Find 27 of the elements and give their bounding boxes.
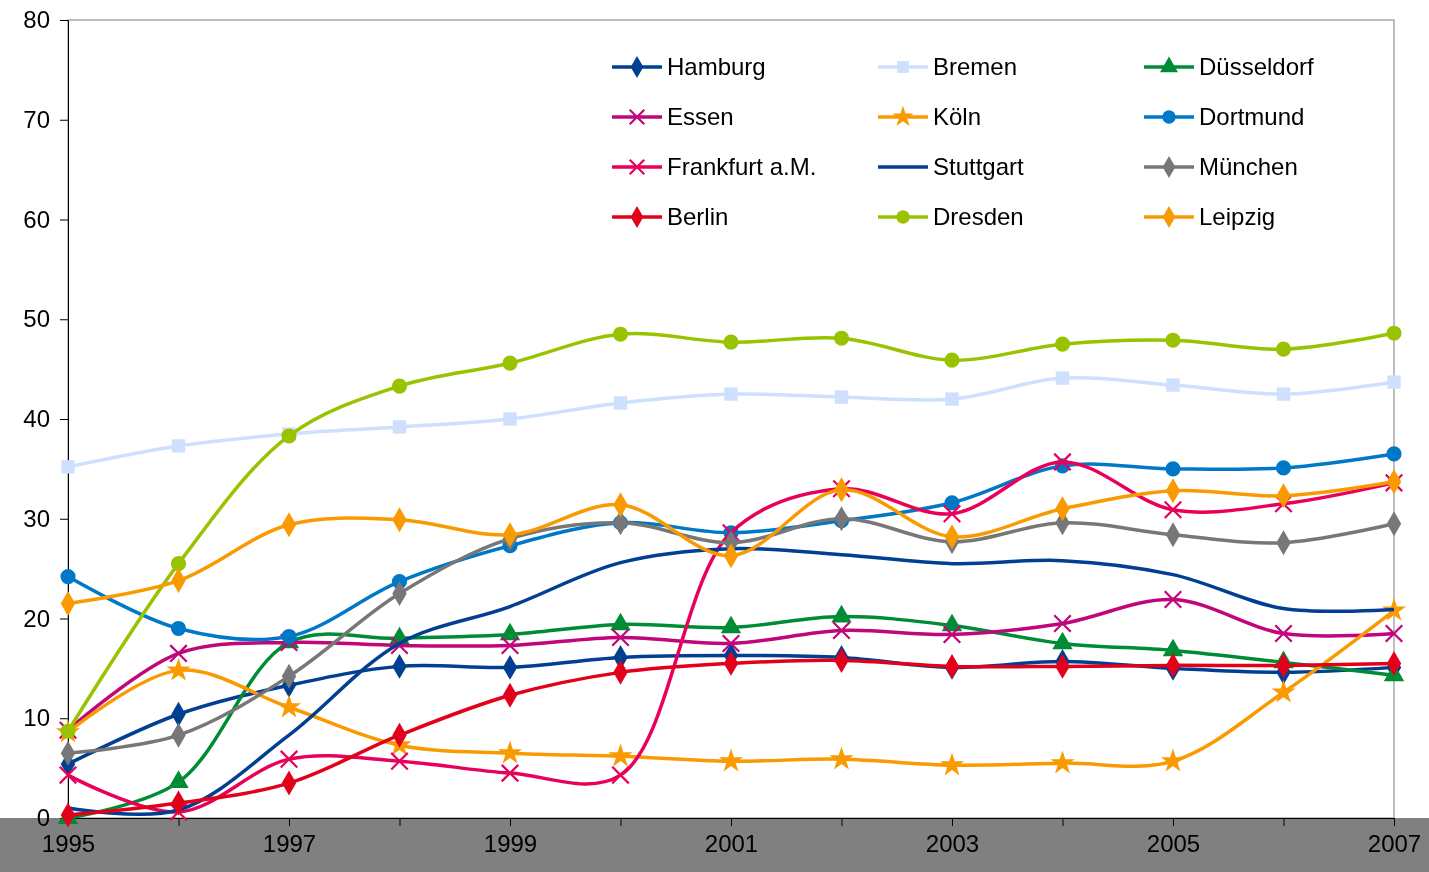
y-tick-label: 40 bbox=[23, 405, 50, 433]
x-tick-label: 1999 bbox=[483, 829, 538, 857]
legend-label: Dresden bbox=[933, 203, 1024, 231]
y-tick-label: 20 bbox=[23, 604, 50, 632]
x-tick-label: 2001 bbox=[704, 829, 759, 857]
legend-label: München bbox=[1199, 153, 1298, 181]
y-tick-label: 50 bbox=[23, 305, 50, 333]
y-tick-label: 80 bbox=[23, 6, 50, 34]
legend-label: Dortmund bbox=[1199, 103, 1305, 131]
legend-label: Köln bbox=[933, 103, 982, 131]
legend-label: Düsseldorf bbox=[1199, 53, 1315, 81]
legend-label: Hamburg bbox=[667, 53, 766, 81]
legend-label: Essen bbox=[667, 103, 734, 131]
x-tick-label: 1995 bbox=[41, 829, 96, 857]
legend-label: Berlin bbox=[667, 203, 729, 231]
x-tick-label: 2005 bbox=[1146, 829, 1201, 857]
legend-label: Bremen bbox=[933, 53, 1018, 81]
y-tick-label: 70 bbox=[23, 105, 50, 133]
y-tick-label: 60 bbox=[23, 205, 50, 233]
legend-label: Stuttgart bbox=[933, 153, 1025, 181]
legend-label: Frankfurt a.M. bbox=[667, 153, 817, 181]
x-tick-label: 2007 bbox=[1367, 829, 1422, 857]
y-tick-label: 30 bbox=[23, 504, 50, 532]
x-tick-label: 1997 bbox=[262, 829, 317, 857]
x-tick-label: 2003 bbox=[925, 829, 980, 857]
legend-label: Leipzig bbox=[1199, 203, 1276, 231]
y-tick-label: 10 bbox=[23, 704, 50, 732]
